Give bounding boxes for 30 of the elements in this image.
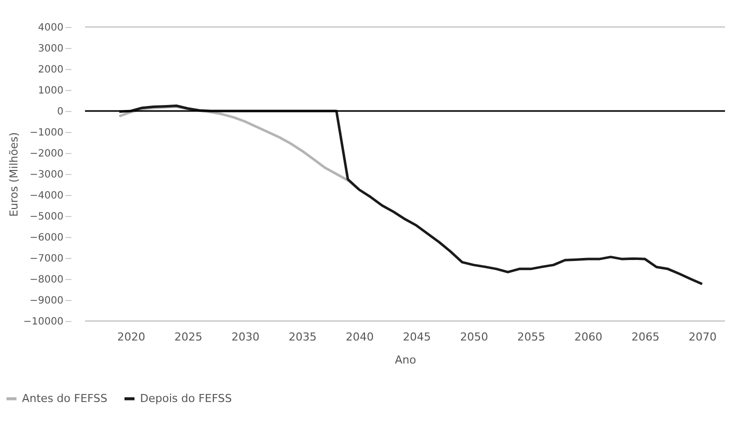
y-tick-label: −6000 xyxy=(30,232,64,244)
y-tick-label: 0 xyxy=(57,106,64,118)
x-tick-label: 2030 xyxy=(232,330,260,344)
y-tick-label: −7000 xyxy=(30,254,64,264)
y-tick-label: −3000 xyxy=(30,170,64,180)
x-tick-label: 2065 xyxy=(632,330,660,344)
y-tick-label: −9000 xyxy=(30,296,64,306)
x-tick-label: 2060 xyxy=(574,330,602,344)
y-tick-label: 4000 xyxy=(38,22,64,34)
x-tick-label: 2040 xyxy=(346,330,374,344)
legend-label: Depois do FEFSS xyxy=(140,392,232,405)
x-tick-label: 2055 xyxy=(517,330,546,344)
y-tick-label: −8000 xyxy=(30,274,64,286)
y-tick-label: −4000 xyxy=(30,190,64,202)
y-tick-label: 3000 xyxy=(38,44,64,54)
x-tick-label: 2045 xyxy=(402,330,431,344)
y-tick-label: −2000 xyxy=(30,148,64,160)
y-tick-label: −1000 xyxy=(30,128,64,138)
legend-label: Antes do FEFSS xyxy=(22,392,108,405)
x-tick-label: 2070 xyxy=(688,330,717,344)
y-tick-label: −5000 xyxy=(30,212,64,222)
x-tick-label: 2020 xyxy=(117,330,146,344)
x-tick-label: 2050 xyxy=(460,330,488,344)
x-tick-label: 2025 xyxy=(174,330,202,344)
y-tick-label: 2000 xyxy=(38,64,64,76)
x-axis-title: Ano xyxy=(394,354,416,366)
y-tick-label: 1000 xyxy=(38,86,64,96)
y-tick-label: −10000 xyxy=(23,316,64,328)
y-axis-title: Euros (Milhões) xyxy=(7,132,20,217)
x-tick-label: 2035 xyxy=(288,330,317,344)
